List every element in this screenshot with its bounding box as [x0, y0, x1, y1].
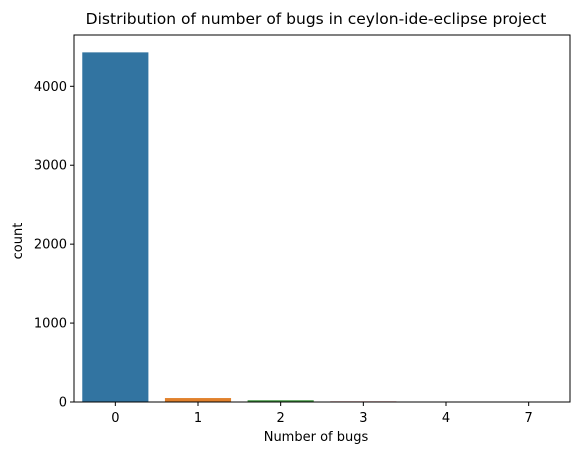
y-axis-label: count	[11, 223, 26, 260]
x-tick-label-0: 0	[111, 411, 119, 426]
y-tick-label-4000: 4000	[34, 80, 67, 95]
x-axis-label: Number of bugs	[264, 430, 369, 445]
x-axis: 0 1 2 3 4 7	[111, 402, 533, 426]
x-tick-label-1: 1	[194, 411, 202, 426]
y-tick-label-1000: 1000	[34, 317, 67, 332]
bar-2	[247, 400, 314, 402]
chart-title: Distribution of number of bugs in ceylon…	[86, 10, 547, 28]
x-tick-label-2: 2	[277, 411, 285, 426]
bar-0	[82, 52, 149, 403]
plot-frame	[73, 34, 571, 403]
plot-area	[73, 34, 571, 403]
bar-1	[164, 398, 232, 402]
x-tick-label-3: 3	[359, 411, 367, 426]
x-tick-label-7: 7	[525, 411, 533, 426]
y-tick-label-0: 0	[59, 396, 67, 411]
y-tick-label-3000: 3000	[34, 159, 67, 174]
y-axis: 0 1000 2000 3000 4000	[34, 80, 74, 411]
y-tick-label-2000: 2000	[34, 238, 67, 253]
x-tick-label-4: 4	[442, 411, 450, 426]
